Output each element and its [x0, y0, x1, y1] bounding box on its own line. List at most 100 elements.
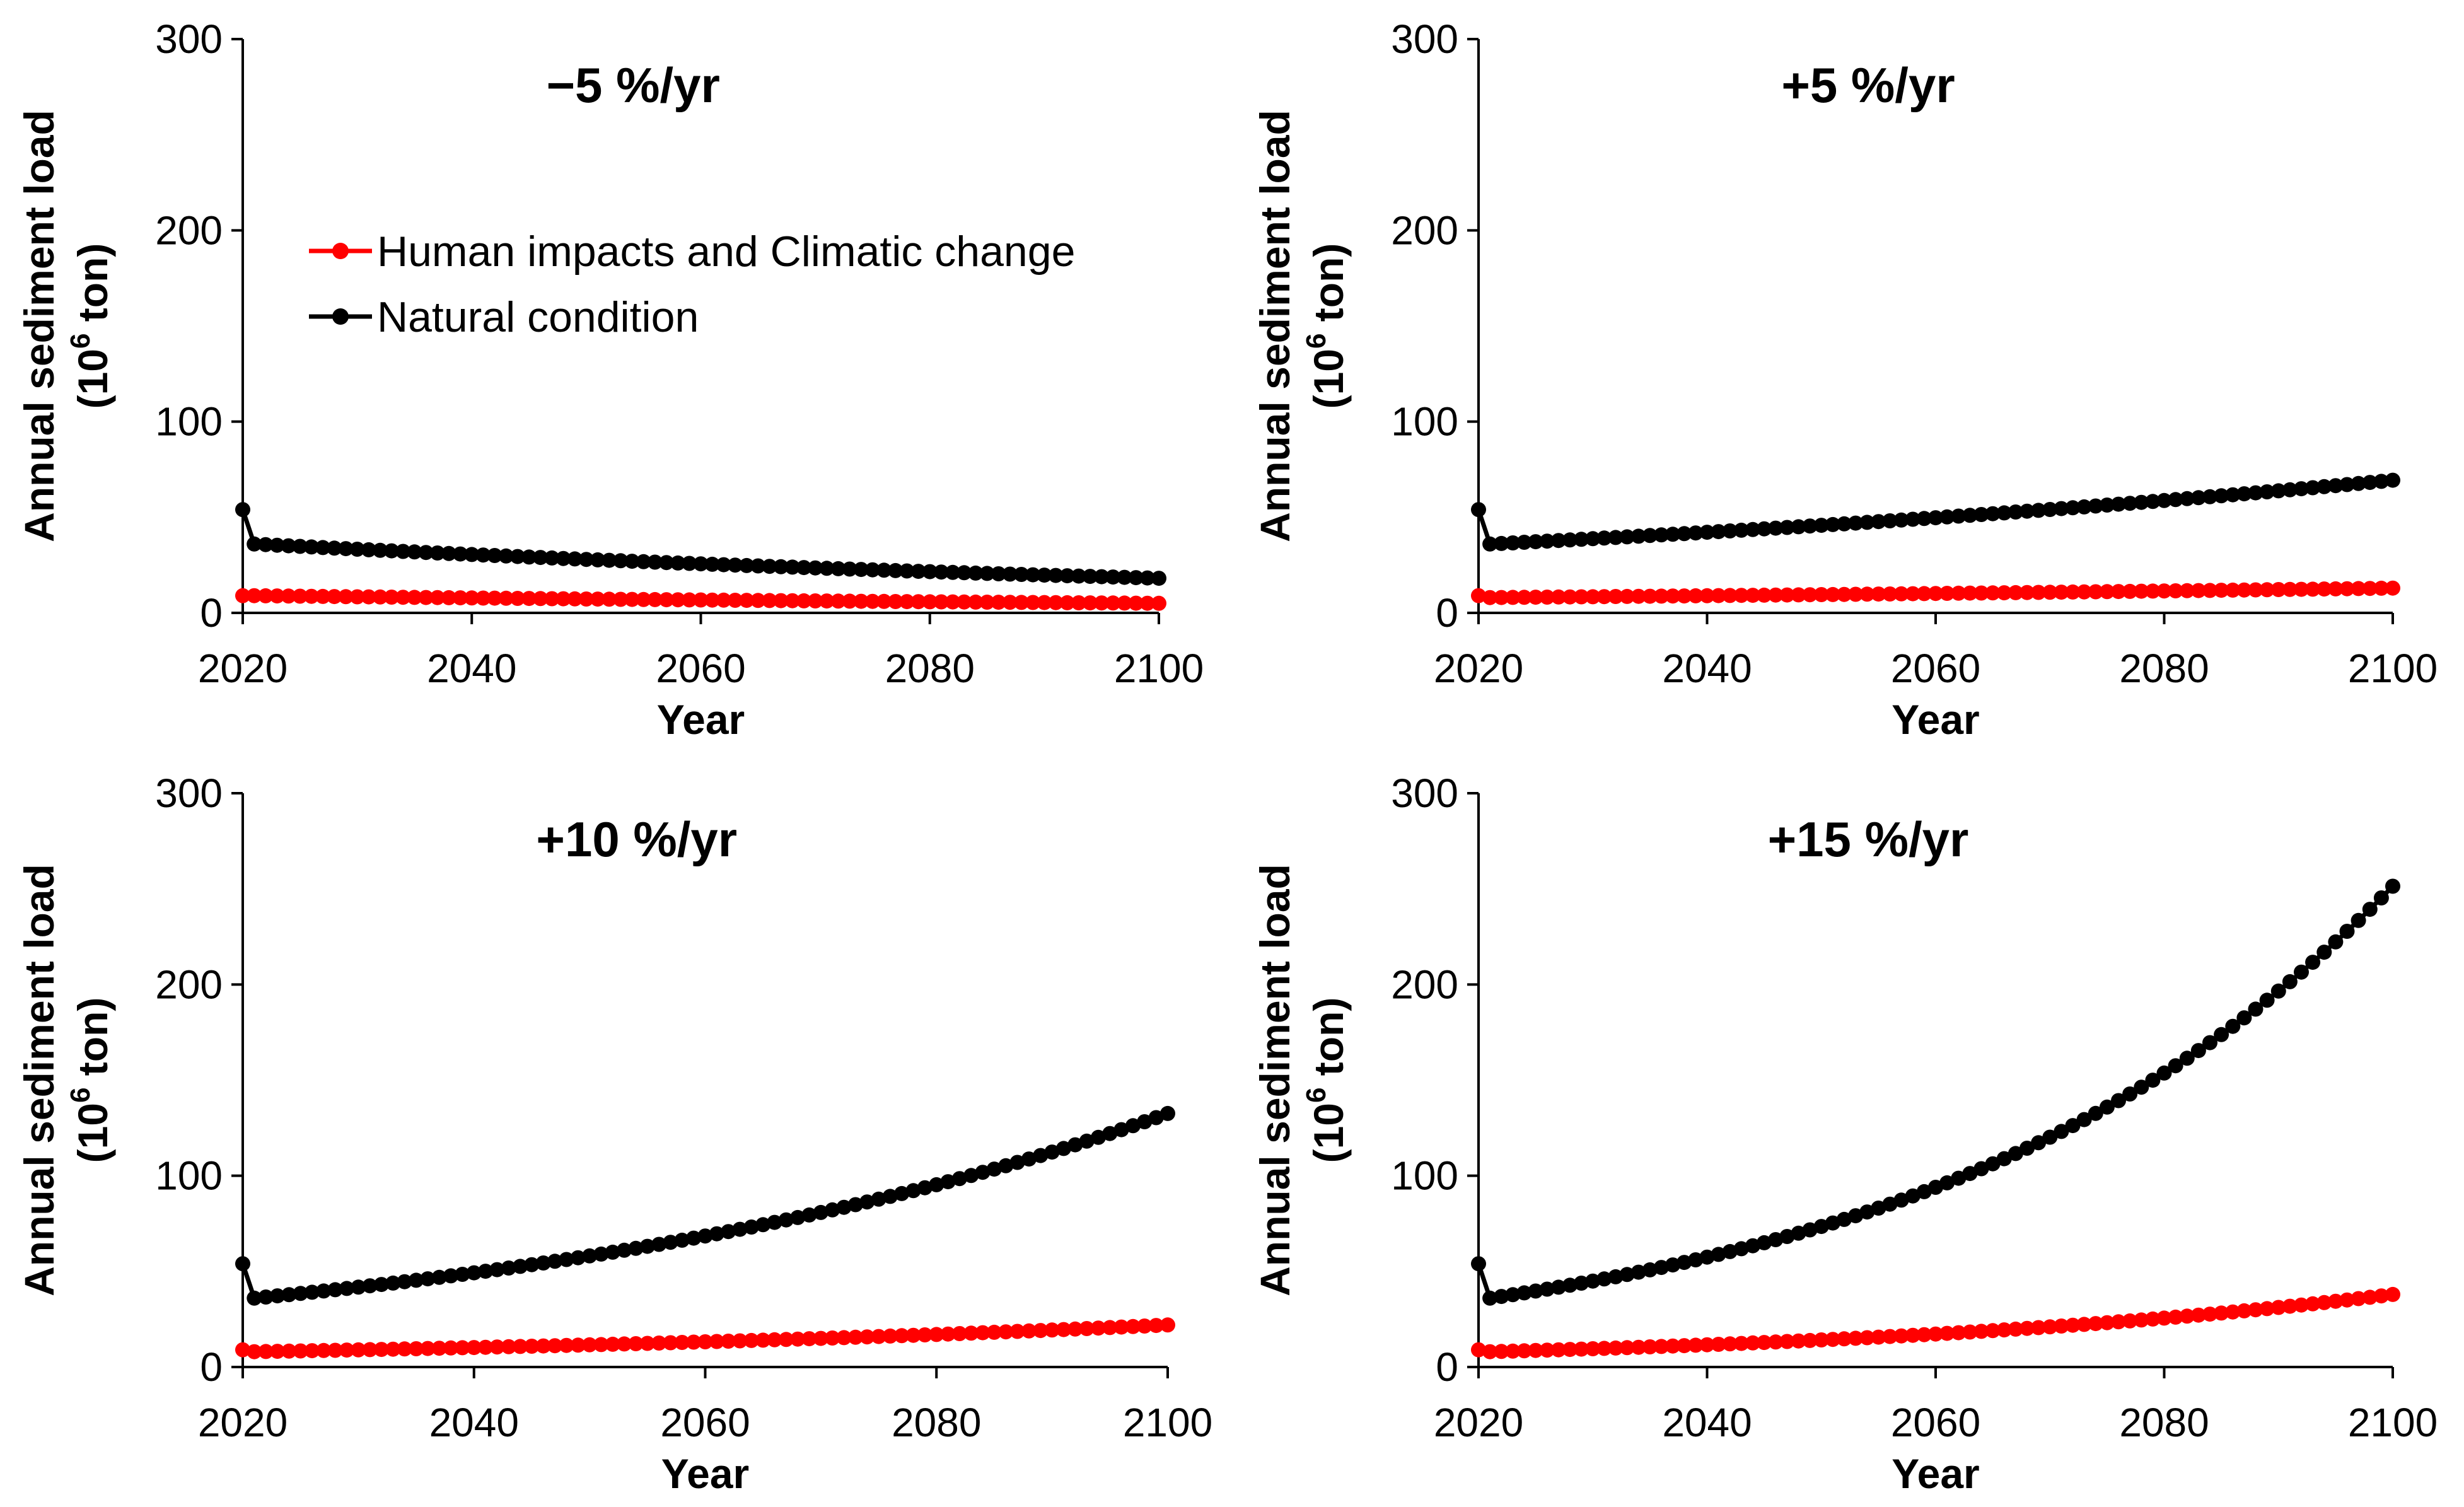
data-point	[1033, 1148, 1049, 1163]
data-point	[2179, 1050, 2195, 1066]
x-tick-label: 2080	[2119, 1400, 2209, 1445]
data-point	[1494, 535, 1509, 551]
x-tick-label: 2060	[656, 646, 745, 691]
data-point	[819, 593, 835, 609]
data-point	[968, 565, 984, 581]
data-point	[1722, 588, 1738, 603]
data-point	[709, 1334, 724, 1349]
data-point	[2111, 1093, 2126, 1108]
data-point	[716, 592, 731, 608]
data-point	[1996, 1151, 2012, 1167]
data-point	[349, 589, 365, 605]
series-natural-condition	[1471, 472, 2400, 552]
data-point	[2099, 1315, 2115, 1330]
data-point	[1688, 1252, 1704, 1267]
data-point	[1528, 1342, 1543, 1358]
data-point	[1928, 510, 1943, 526]
y-axis-unit-superscript: 6	[65, 334, 96, 349]
data-point	[1151, 595, 1166, 611]
data-point	[1951, 508, 1967, 524]
data-point	[1802, 587, 1818, 603]
data-point	[1139, 595, 1155, 611]
data-point	[1562, 1342, 1578, 1358]
data-point	[1528, 1283, 1543, 1299]
data-point	[2385, 580, 2400, 596]
data-point	[305, 1343, 320, 1359]
data-point	[1619, 529, 1635, 545]
y-axis-unit-suffix: ton)	[69, 998, 116, 1088]
data-point	[2111, 1314, 2126, 1330]
data-point	[2190, 490, 2206, 506]
data-point	[1757, 1335, 1772, 1351]
data-point	[1848, 1330, 1864, 1346]
data-point	[1916, 586, 1932, 602]
data-point	[1550, 1342, 1566, 1358]
data-point	[315, 588, 331, 604]
data-point	[813, 1330, 828, 1346]
data-point	[1094, 569, 1110, 585]
data-point	[339, 1281, 354, 1296]
data-point	[1779, 587, 1795, 603]
y-axis-unit-suffix: ton)	[1305, 243, 1352, 334]
data-point	[2168, 492, 2183, 508]
data-point	[1916, 1327, 1932, 1342]
data-point	[628, 1240, 644, 1256]
data-point	[524, 1339, 540, 1354]
data-point	[316, 1342, 332, 1358]
data-point	[1117, 569, 1132, 585]
data-point	[2339, 924, 2355, 939]
data-point	[2042, 1319, 2058, 1335]
data-point	[871, 1191, 886, 1207]
data-point	[1037, 595, 1052, 610]
data-point	[361, 589, 376, 605]
data-point	[1148, 1318, 1164, 1334]
data-point	[2328, 581, 2344, 596]
data-point	[762, 559, 777, 574]
data-point	[1973, 1161, 1989, 1177]
panel-title: +15 %/yr	[1768, 812, 1969, 867]
data-point	[2214, 1027, 2229, 1042]
data-point	[624, 554, 640, 569]
data-point	[2373, 1288, 2389, 1304]
y-tick-label: 0	[1436, 1344, 1458, 1390]
data-point	[808, 593, 823, 608]
data-point	[704, 556, 720, 572]
data-point	[1871, 586, 1886, 602]
y-tick-label: 0	[1436, 590, 1458, 636]
data-point	[2134, 583, 2149, 599]
data-point	[1688, 588, 1704, 603]
chart-panel-4: 0 100 200 300 2020 2040 2060 2080 2100 Year Annual…	[1252, 771, 2438, 1497]
data-point	[975, 1325, 991, 1341]
y-axis-unit-suffix: ton)	[69, 243, 116, 334]
data-point	[2179, 491, 2195, 506]
data-point	[235, 1342, 250, 1358]
y-axis-unit-suffix: ton)	[1305, 998, 1352, 1088]
data-point	[1745, 588, 1760, 603]
data-point	[1733, 1335, 1749, 1351]
data-point	[2179, 1308, 2195, 1324]
data-point	[293, 1286, 308, 1301]
data-point	[2225, 582, 2241, 598]
data-point	[1871, 1201, 1886, 1216]
data-point	[1596, 1341, 1612, 1356]
data-point	[613, 591, 629, 607]
data-point	[2305, 955, 2321, 970]
chart-panel-1: 0 100 200 300 2020 2040 2060 2080 2100 Year Annual…	[16, 16, 1204, 743]
data-point	[1067, 1137, 1083, 1153]
data-point	[521, 591, 537, 607]
data-point	[2179, 583, 2195, 598]
data-point	[1837, 1211, 1852, 1227]
data-point	[1813, 1219, 1829, 1235]
data-point	[1745, 1238, 1760, 1254]
data-point	[1665, 1338, 1681, 1354]
data-point	[2305, 1296, 2321, 1312]
data-point	[847, 1197, 863, 1213]
data-point	[304, 539, 319, 555]
y-axis-unit-superscript: 6	[1301, 1088, 1332, 1103]
data-point	[1665, 527, 1681, 542]
data-point	[535, 1255, 551, 1271]
data-point	[2076, 1112, 2092, 1127]
data-point	[773, 593, 789, 608]
data-point	[1025, 595, 1041, 610]
data-point	[2236, 1303, 2252, 1318]
